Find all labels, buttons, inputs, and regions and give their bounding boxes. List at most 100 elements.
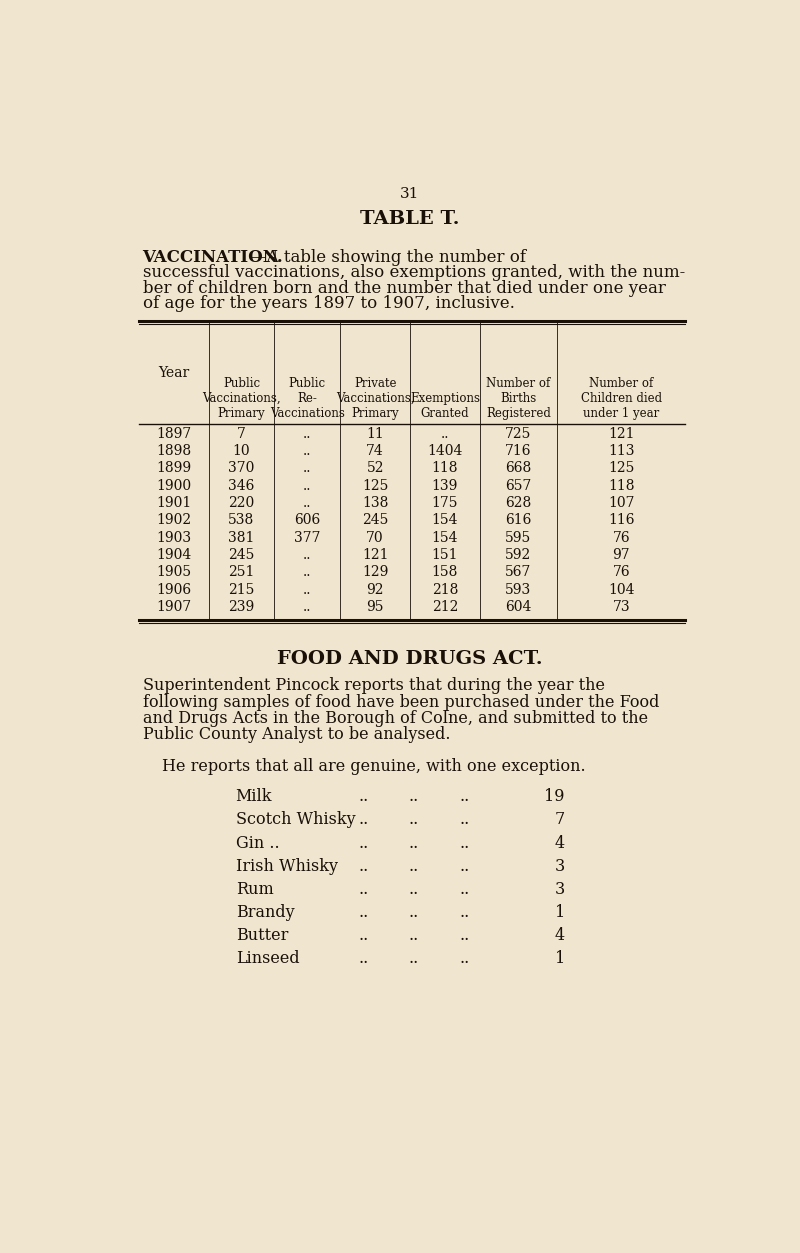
Text: ..: ..	[441, 427, 449, 441]
Text: 175: 175	[432, 496, 458, 510]
Text: 74: 74	[366, 444, 384, 459]
Text: 139: 139	[432, 479, 458, 492]
Text: ..: ..	[409, 812, 419, 828]
Text: Milk: Milk	[236, 788, 272, 806]
Text: 104: 104	[608, 583, 634, 596]
Text: 239: 239	[228, 600, 254, 614]
Text: ..: ..	[303, 583, 311, 596]
Text: 154: 154	[432, 514, 458, 528]
Text: 370: 370	[228, 461, 254, 475]
Text: ..: ..	[358, 788, 369, 806]
Text: VACCINATION.: VACCINATION.	[142, 249, 283, 266]
Text: 346: 346	[228, 479, 254, 492]
Text: 138: 138	[362, 496, 388, 510]
Text: 668: 668	[506, 461, 532, 475]
Text: ..: ..	[459, 881, 470, 897]
Text: Number of
Births
Registered: Number of Births Registered	[486, 377, 551, 420]
Text: 245: 245	[228, 548, 254, 563]
Text: following samples of food have been purchased under the Food: following samples of food have been purc…	[142, 694, 659, 710]
Text: 218: 218	[432, 583, 458, 596]
Text: 7: 7	[237, 427, 246, 441]
Text: Linseed: Linseed	[236, 950, 299, 967]
Text: ..: ..	[303, 600, 311, 614]
Text: ..: ..	[358, 881, 369, 897]
Text: 245: 245	[362, 514, 388, 528]
Text: 212: 212	[432, 600, 458, 614]
Text: ..: ..	[303, 427, 311, 441]
Text: 215: 215	[228, 583, 254, 596]
Text: 97: 97	[612, 548, 630, 563]
Text: ..: ..	[358, 834, 369, 852]
Text: ..: ..	[459, 927, 470, 944]
Text: ..: ..	[358, 857, 369, 875]
Text: Gin ..: Gin ..	[236, 834, 279, 852]
Text: 725: 725	[506, 427, 532, 441]
Text: 151: 151	[432, 548, 458, 563]
Text: Public County Analyst to be analysed.: Public County Analyst to be analysed.	[142, 725, 450, 743]
Text: —A table showing the number of: —A table showing the number of	[250, 249, 526, 266]
Text: 1: 1	[554, 903, 565, 921]
Text: 1899: 1899	[156, 461, 191, 475]
Text: 52: 52	[366, 461, 384, 475]
Text: Scotch Whisky: Scotch Whisky	[236, 812, 355, 828]
Text: 129: 129	[362, 565, 388, 579]
Text: ..: ..	[409, 857, 419, 875]
Text: 1902: 1902	[156, 514, 191, 528]
Text: 1903: 1903	[156, 531, 191, 545]
Text: 593: 593	[506, 583, 532, 596]
Text: 567: 567	[506, 565, 532, 579]
Text: successful vaccinations, also exemptions granted, with the num-: successful vaccinations, also exemptions…	[142, 264, 685, 282]
Text: ..: ..	[358, 812, 369, 828]
Text: Irish Whisky: Irish Whisky	[236, 857, 338, 875]
Text: ..: ..	[459, 812, 470, 828]
Text: 1906: 1906	[156, 583, 191, 596]
Text: Private
Vaccinations,
Primary: Private Vaccinations, Primary	[336, 377, 414, 420]
Text: ..: ..	[459, 903, 470, 921]
Text: 10: 10	[233, 444, 250, 459]
Text: ..: ..	[409, 950, 419, 967]
Text: of age for the years 1897 to 1907, inclusive.: of age for the years 1897 to 1907, inclu…	[142, 296, 514, 312]
Text: 76: 76	[612, 565, 630, 579]
Text: 121: 121	[362, 548, 388, 563]
Text: ..: ..	[409, 834, 419, 852]
Text: 4: 4	[555, 834, 565, 852]
Text: 31: 31	[400, 187, 420, 202]
Text: 1907: 1907	[156, 600, 191, 614]
Text: ..: ..	[358, 927, 369, 944]
Text: 118: 118	[608, 479, 634, 492]
Text: 1898: 1898	[156, 444, 191, 459]
Text: Butter: Butter	[236, 927, 288, 944]
Text: 1897: 1897	[156, 427, 191, 441]
Text: 158: 158	[432, 565, 458, 579]
Text: 7: 7	[554, 812, 565, 828]
Text: 604: 604	[506, 600, 532, 614]
Text: and Drugs Acts in the Borough of Colne, and submitted to the: and Drugs Acts in the Borough of Colne, …	[142, 709, 648, 727]
Text: 616: 616	[506, 514, 532, 528]
Text: 628: 628	[506, 496, 532, 510]
Text: 1404: 1404	[427, 444, 462, 459]
Text: Superintendent Pincock reports that during the year the: Superintendent Pincock reports that duri…	[142, 678, 605, 694]
Text: ..: ..	[303, 548, 311, 563]
Text: ..: ..	[303, 496, 311, 510]
Text: 118: 118	[432, 461, 458, 475]
Text: ..: ..	[409, 927, 419, 944]
Text: 377: 377	[294, 531, 321, 545]
Text: 4: 4	[555, 927, 565, 944]
Text: 592: 592	[506, 548, 532, 563]
Text: Rum: Rum	[236, 881, 274, 897]
Text: 73: 73	[612, 600, 630, 614]
Text: 107: 107	[608, 496, 634, 510]
Text: 125: 125	[608, 461, 634, 475]
Text: Public
Vaccinations,
Primary: Public Vaccinations, Primary	[202, 377, 281, 420]
Text: Public
Re-
Vaccinations: Public Re- Vaccinations	[270, 377, 345, 420]
Text: 1904: 1904	[156, 548, 191, 563]
Text: 1: 1	[554, 950, 565, 967]
Text: 95: 95	[366, 600, 384, 614]
Text: ..: ..	[358, 903, 369, 921]
Text: FOOD AND DRUGS ACT.: FOOD AND DRUGS ACT.	[277, 650, 543, 668]
Text: 1905: 1905	[156, 565, 191, 579]
Text: Number of
Children died
under 1 year: Number of Children died under 1 year	[581, 377, 662, 420]
Text: ber of children born and the number that died under one year: ber of children born and the number that…	[142, 279, 666, 297]
Text: 116: 116	[608, 514, 634, 528]
Text: Brandy: Brandy	[236, 903, 294, 921]
